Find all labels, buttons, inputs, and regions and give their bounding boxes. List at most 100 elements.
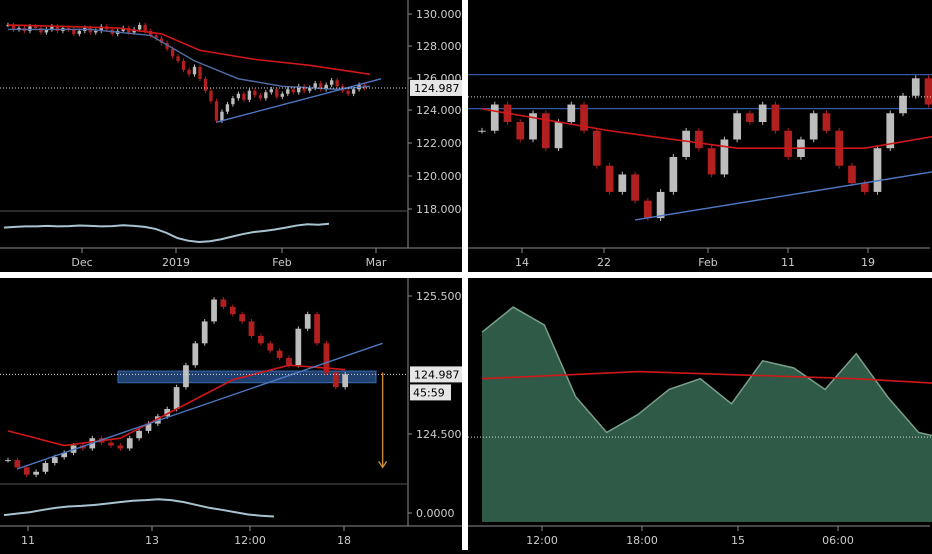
- candle-body: [746, 113, 754, 122]
- time-tick-label: 11: [781, 256, 795, 269]
- chart-bottom-left[interactable]: 125.500 124.500 0.0000 11 13 12:00 18 124.987 45…: [0, 278, 462, 550]
- price-tick-label: 0.0000: [416, 507, 455, 520]
- candle-body: [239, 314, 246, 322]
- candle-body: [203, 78, 208, 91]
- price-tick-label: 130.000: [416, 8, 462, 21]
- candle-body: [11, 24, 16, 30]
- candle-body: [264, 92, 268, 99]
- candle-body: [822, 113, 831, 131]
- time-tick-label: 14: [515, 256, 529, 269]
- candle-body: [276, 350, 283, 358]
- candle-body: [154, 35, 158, 39]
- candle-body: [478, 130, 486, 132]
- candle-body: [247, 90, 252, 100]
- candle-body: [231, 98, 235, 105]
- candle-body: [66, 27, 71, 30]
- candle-body: [220, 299, 227, 307]
- candle-body: [55, 26, 60, 31]
- trendline[interactable]: [634, 105, 932, 221]
- candle-body: [236, 93, 241, 99]
- price-tick-label: 120.000: [416, 170, 462, 183]
- candle-body: [187, 69, 191, 75]
- area-series-line: [481, 306, 932, 437]
- trendline[interactable]: [216, 78, 382, 123]
- candle-body: [631, 174, 639, 201]
- candle-body: [220, 111, 224, 121]
- candle-body: [848, 165, 856, 184]
- candle-body: [198, 66, 202, 79]
- time-tick-label: 12:00: [234, 534, 266, 547]
- price-tick-label: 122.000: [416, 137, 462, 150]
- current-price-label-bg: [410, 366, 462, 383]
- candle-body: [258, 95, 263, 99]
- candle-body: [253, 90, 257, 96]
- chart-panel-bottom-right[interactable]: 125.400125.300125.200125.100124.900124.8…: [468, 278, 932, 550]
- candle-body: [51, 457, 58, 464]
- candle-body: [137, 24, 142, 30]
- candle-body: [291, 89, 295, 93]
- candle-body: [5, 460, 11, 462]
- time-tick-label: 11: [21, 534, 35, 547]
- projection-arrowhead: [378, 461, 388, 469]
- candle-body: [39, 27, 43, 33]
- candle-body: [267, 343, 274, 351]
- candle-body: [516, 122, 525, 140]
- time-tick-label: 19: [861, 256, 875, 269]
- candle-body: [580, 104, 588, 131]
- candle-body: [567, 104, 576, 122]
- chart-bottom-right[interactable]: 125.400125.300125.200125.100124.900124.8…: [468, 278, 932, 550]
- trendline[interactable]: [17, 342, 383, 470]
- moving-average-red: [7, 364, 346, 447]
- time-tick-label: Dec: [71, 256, 92, 269]
- chart-panel-top-left[interactable]: 130.000 128.000 126.000 124.000 122.000 120.0…: [0, 0, 462, 272]
- candle-body: [314, 314, 320, 344]
- candle-body: [183, 365, 189, 388]
- candle-body: [720, 139, 729, 175]
- panel-divider-horizontal[interactable]: [0, 272, 932, 278]
- candle-body: [280, 93, 284, 97]
- candle-body: [342, 374, 349, 388]
- candle-body: [669, 156, 678, 192]
- candle-body: [88, 27, 92, 33]
- chart-panel-top-right[interactable]: 126.000125.500125.000124.500124.000123.5…: [468, 0, 932, 272]
- candle-body: [323, 343, 330, 373]
- candle-body: [275, 89, 279, 97]
- candle-body: [126, 438, 133, 449]
- candle-body: [209, 90, 213, 102]
- candle-body: [758, 104, 767, 122]
- candle-body: [860, 183, 869, 192]
- candle-body: [170, 48, 175, 57]
- candle-body: [784, 130, 793, 157]
- candle-body: [14, 460, 21, 468]
- candle-body: [165, 42, 169, 49]
- candle-body: [44, 29, 49, 33]
- candle-body: [72, 29, 76, 34]
- time-tick-label: 18:00: [626, 534, 658, 547]
- candle-body: [873, 148, 882, 192]
- candle-body: [605, 165, 614, 192]
- moving-average-red: [7, 24, 371, 76]
- chart-top-right[interactable]: 126.000125.500125.000124.500124.000123.5…: [468, 0, 932, 272]
- candle-body: [33, 471, 39, 475]
- chart-top-left[interactable]: 130.000128.000126.000124.000122.000120.0…: [0, 0, 462, 272]
- current-price-label: 124.987: [414, 82, 460, 95]
- candle-body: [201, 321, 208, 344]
- candle-body: [351, 89, 356, 94]
- price-tick-label: 124.500: [416, 428, 462, 441]
- candle-body: [176, 56, 180, 61]
- candle-body: [242, 93, 246, 100]
- candle-body: [302, 86, 306, 91]
- candle-body: [192, 343, 199, 366]
- candle-body: [211, 299, 217, 322]
- chart-panel-bottom-left[interactable]: 125.500 124.500 0.0000 11 13 12:00 18 124.987 45…: [0, 278, 462, 550]
- candle-body: [319, 83, 323, 90]
- candle-body: [335, 80, 339, 87]
- candle-body: [346, 90, 350, 94]
- candle-body: [94, 30, 98, 33]
- candle-body: [656, 191, 665, 219]
- candle-body: [490, 104, 499, 131]
- candle-body: [17, 27, 21, 30]
- area-fill: [482, 307, 932, 522]
- candle-body: [50, 26, 54, 30]
- time-tick-label: 06:00: [822, 534, 854, 547]
